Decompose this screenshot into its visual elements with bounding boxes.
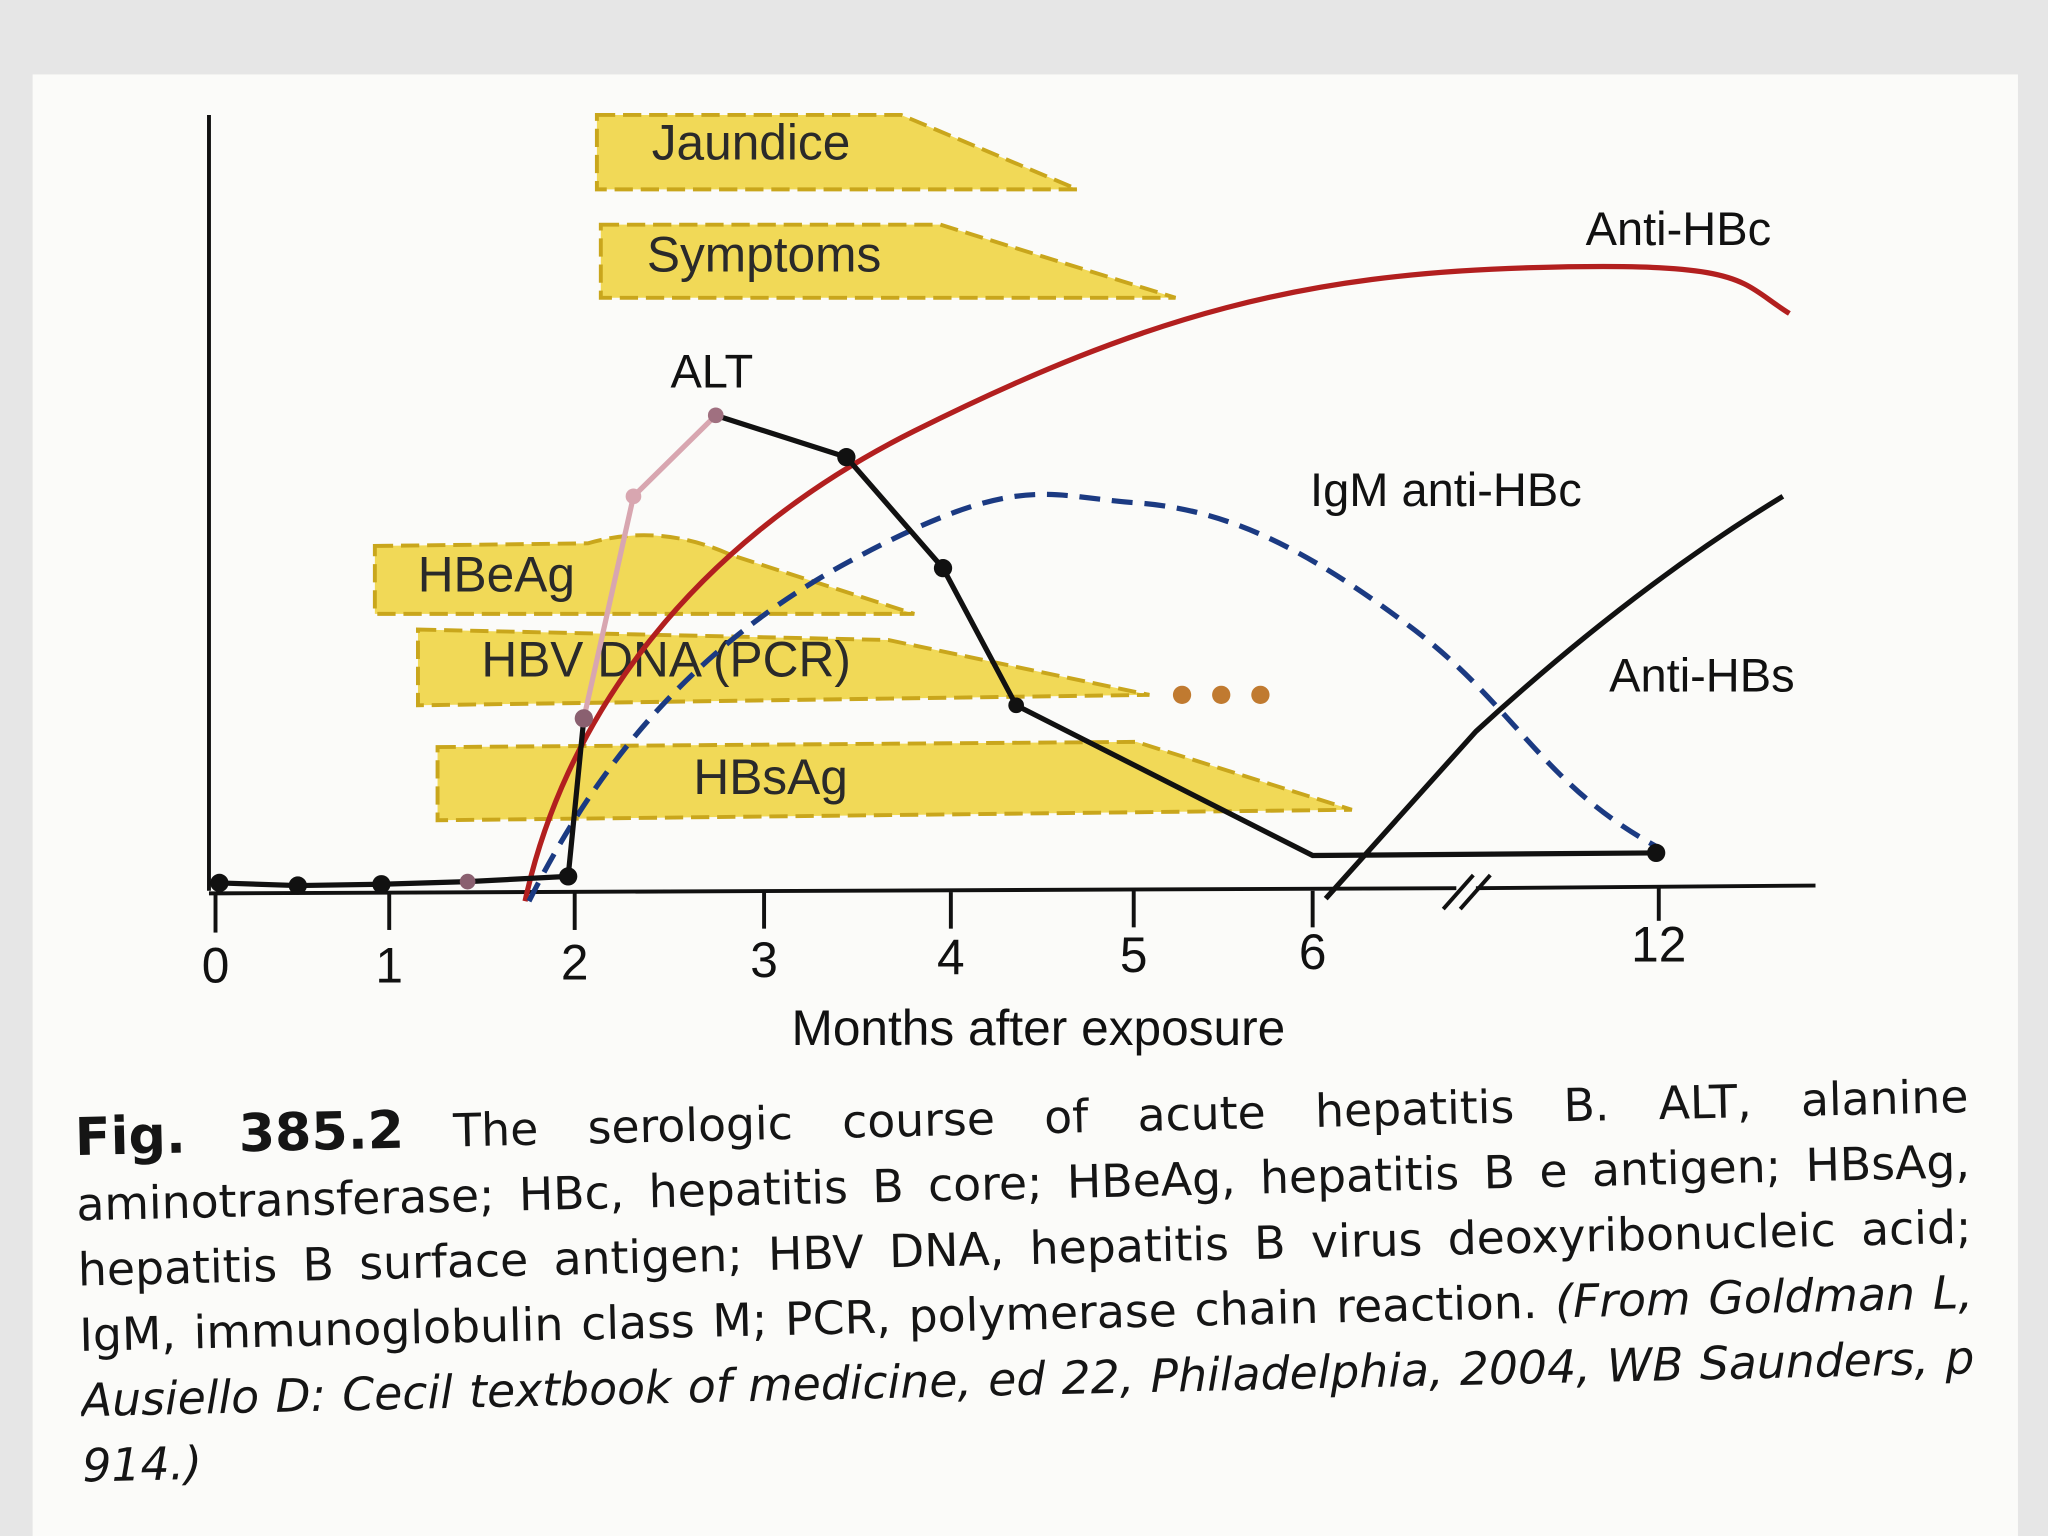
alt-point xyxy=(288,876,307,895)
alt-point xyxy=(459,873,476,890)
alt-point xyxy=(625,488,642,505)
caption-group: Fig. 385.2 The serologic course of acute… xyxy=(74,1063,1976,1500)
curve-label: Anti-HBc xyxy=(1586,202,1772,255)
alt-point xyxy=(559,867,578,886)
band-label: HBeAg xyxy=(418,547,575,603)
band-symptoms xyxy=(598,222,1177,300)
band-label: HBsAg xyxy=(693,749,847,805)
alt-point xyxy=(933,559,953,578)
curve-label: IgM anti-HBc xyxy=(1310,463,1582,516)
alt-point xyxy=(707,407,724,424)
alt-curve xyxy=(714,412,1657,859)
igm-anti-hbc-curve xyxy=(526,491,1658,903)
x-tick-label: 12 xyxy=(1631,916,1686,972)
band-jaundice xyxy=(594,112,1079,192)
caption-box: Fig. 385.2 The serologic course of acute… xyxy=(74,1063,1976,1500)
anti-hbs-curve xyxy=(1323,494,1785,901)
alt-point xyxy=(372,875,391,894)
alt-curve xyxy=(219,718,587,889)
caption: Fig. 385.2 The serologic course of acute… xyxy=(74,1063,1976,1500)
axes xyxy=(207,114,1816,933)
band-label: Jaundice xyxy=(652,114,851,170)
curve-label: ALT xyxy=(670,344,753,397)
x-tick-label: 3 xyxy=(750,932,778,988)
alt-point xyxy=(1647,843,1666,863)
alt-point xyxy=(210,873,229,893)
curve-label: Anti-HBs xyxy=(1609,649,1795,702)
band-label: HBV DNA (PCR) xyxy=(481,632,850,688)
caption-label: Fig. 385.2 xyxy=(74,1100,405,1169)
alt-point xyxy=(574,709,593,728)
axis-break xyxy=(1441,873,1475,911)
band-hbeag xyxy=(372,533,915,616)
continuation-dot xyxy=(1212,685,1231,704)
x-tick-label: 2 xyxy=(561,935,589,991)
x-tick-label: 1 xyxy=(375,937,403,993)
alt-point xyxy=(837,448,856,467)
x-tick-label: 6 xyxy=(1299,924,1327,980)
x-tick-label: 0 xyxy=(202,937,230,993)
axis-break xyxy=(1458,873,1492,911)
x-tick-labels: 0 1 2 3 4 5 6 12 xyxy=(202,916,1687,993)
x-axis xyxy=(208,886,1457,896)
x-axis xyxy=(1475,883,1816,891)
anti-hbc-curve xyxy=(522,263,1791,902)
x-tick-label: 5 xyxy=(1120,927,1148,983)
continuation-dot xyxy=(1251,685,1270,704)
continuation-dot xyxy=(1172,685,1192,704)
alt-point xyxy=(1008,697,1024,714)
x-axis-title: Months after exposure xyxy=(791,1000,1285,1056)
alt-points xyxy=(210,407,1666,895)
x-tick-label: 4 xyxy=(937,929,965,985)
band-label: Symptoms xyxy=(647,227,881,283)
